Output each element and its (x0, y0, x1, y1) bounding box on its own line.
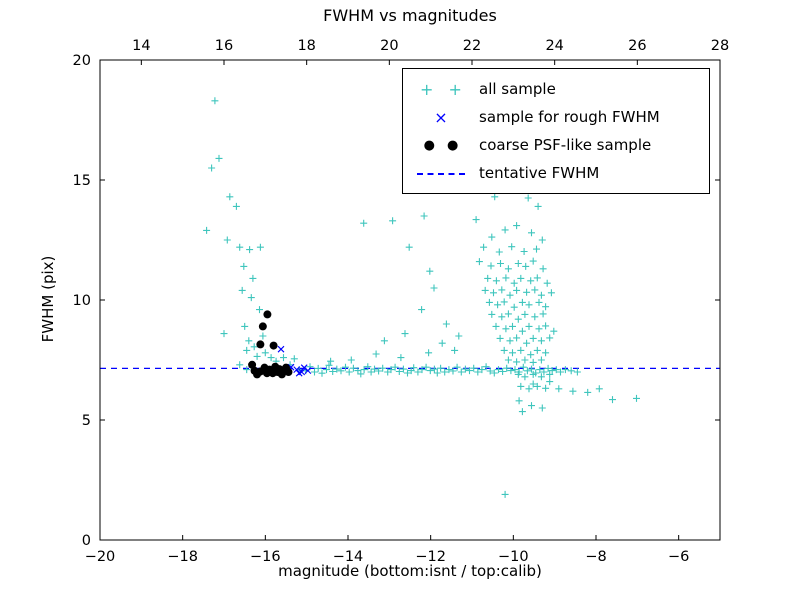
scatter-points (203, 97, 640, 498)
x-tick-label: −16 (250, 549, 281, 565)
series-all-sample (203, 97, 640, 498)
dashed-line-icon (413, 164, 469, 183)
legend-label: tentative FWHM (479, 164, 600, 182)
legend-label: all sample (479, 80, 556, 98)
top-tick-label: 20 (380, 38, 398, 54)
series-sample-for-rough-FWHM (277, 345, 312, 377)
legend-label: coarse PSF-like sample (479, 136, 652, 154)
x-tick-label: −14 (333, 549, 364, 565)
x-marker-icon: × (434, 107, 448, 127)
scatter-point (269, 341, 278, 350)
y-axis-label: FWHM (pix) (39, 255, 57, 343)
x-tick-label: −20 (85, 549, 116, 565)
x-tick-label: −6 (668, 549, 689, 565)
top-tick-label: 24 (545, 38, 563, 54)
y-tick-label: 5 (82, 413, 91, 429)
scatter-point (263, 310, 272, 319)
scatter-point (284, 368, 293, 376)
top-tick-label: 22 (463, 38, 481, 54)
legend-entry-tentative-fwhm: tentative FWHM (403, 159, 709, 187)
scatter-point (256, 340, 265, 349)
dot-marker-icon: ● ● (423, 137, 459, 153)
top-tick-label: 18 (297, 38, 315, 54)
x-tick-label: −18 (167, 549, 198, 565)
y-tick-label: 15 (73, 173, 91, 189)
scatter-points (277, 345, 312, 377)
series-coarse-PSF-like-sample (248, 310, 293, 379)
top-tick-label: 28 (711, 38, 729, 54)
scatter-point (248, 360, 257, 369)
x-tick-label: −10 (498, 549, 529, 565)
chart-title: FWHM vs magnitudes (323, 6, 497, 25)
y-tick-label: 10 (73, 293, 91, 309)
legend-entry-all-sample: + + all sample (403, 75, 709, 103)
y-tick-label: 0 (82, 533, 91, 549)
top-tick-label: 14 (132, 38, 150, 54)
scatter-point (258, 322, 267, 331)
legend-label: sample for rough FWHM (479, 108, 660, 126)
legend: + + all sample × sample for rough FWHM ●… (402, 68, 710, 194)
top-tick-label: 26 (628, 38, 646, 54)
plus-marker-icon: + + (420, 79, 462, 99)
x-tick-label: −12 (415, 549, 446, 565)
y-tick-label: 20 (73, 53, 91, 69)
x-axis-label: magnitude (bottom:isnt / top:calib) (278, 562, 542, 580)
legend-entry-rough-fwhm: × sample for rough FWHM (403, 103, 709, 131)
x-tick-label: −8 (585, 549, 606, 565)
legend-entry-psf-sample: ● ● coarse PSF-like sample (403, 131, 709, 159)
top-tick-label: 16 (215, 38, 233, 54)
